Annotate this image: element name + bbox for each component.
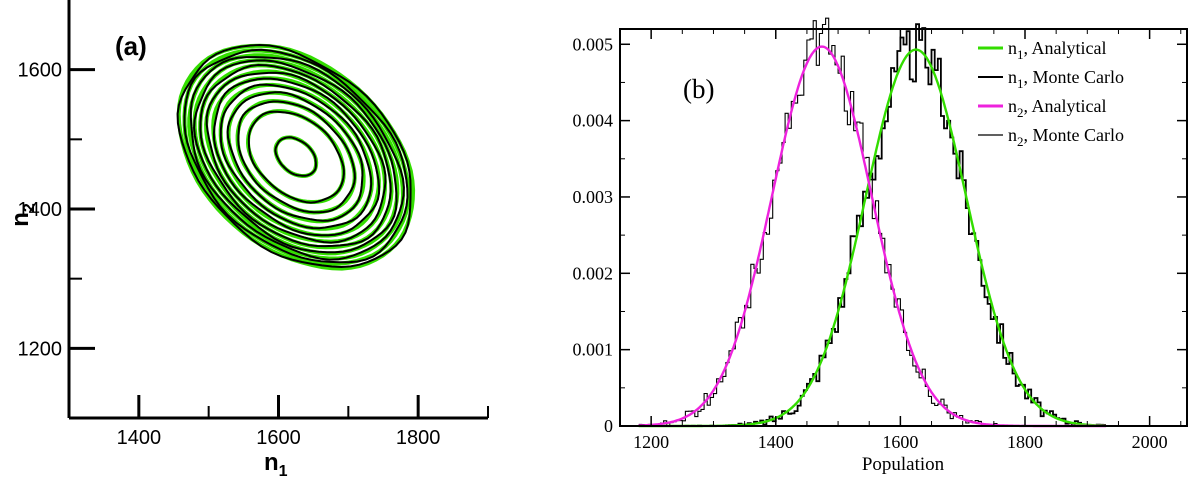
x-tick-label: 1200 [633,432,669,452]
monte-carlo-contour [183,48,409,264]
analytical-contour [273,135,319,178]
analytical-contour [235,98,357,215]
y-tick-label: 0.003 [573,187,614,207]
contour-panel: 1400 1600 1800 1200 1400 1600 (a) n1 n2 [7,0,489,480]
axis-ticks: 1400 1600 1800 1200 1400 1600 [18,60,489,449]
legend-item: n1, Monte Carlo [978,67,1124,91]
monte-carlo-contour [226,91,364,222]
axis-ticks: 1200 1400 1600 1800 2000 0 0.001 0.002 0.003 0.00… [573,29,1187,452]
monte-carlo-contour [237,100,356,214]
y-tick-label: 1400 [18,199,63,221]
y-tick-label: 0.002 [573,263,614,283]
y-tick-label: 0 [604,416,613,436]
x-axis-label: n1 [264,449,288,480]
x-tick-label: 1600 [256,427,301,449]
contour-lines [176,43,416,271]
y-tick-label: 1200 [18,338,63,360]
y-axis-label: n2 [7,203,38,227]
monte-carlo-contour [176,43,412,269]
monte-carlo-contour [274,136,317,177]
y-tick-label: 0.004 [573,111,614,131]
monte-carlo-contour [189,56,405,261]
x-tick-label: 1800 [1007,432,1043,452]
plot-frame [619,28,1188,427]
legend-item: n2, Monte Carlo [978,125,1124,149]
monte-carlo-contour [247,110,345,204]
legend-item: n2, Analytical [978,96,1106,120]
x-axis-label: Population [862,454,945,475]
y-tick-label: 0.005 [573,34,614,54]
y-tick-label: 0.001 [573,340,614,360]
x-tick-label: 1600 [882,432,918,452]
x-tick-label: 1400 [758,432,794,452]
monte-carlo-contour [205,71,387,244]
monte-carlo-contour [193,59,398,254]
y-tick-label: 1600 [18,60,63,82]
legend-label: n1, Analytical [1008,38,1106,62]
density-panel: 1200 1400 1600 1800 2000 0 0.001 0.002 0.003 0.00… [573,17,1188,475]
legend-label: n2, Analytical [1008,96,1106,120]
legend: n1, Analytical n1, Monte Carlo n2, Analyti… [978,38,1124,149]
monte-carlo-contour [219,83,373,230]
x-tick-label: 2000 [1132,432,1168,452]
monte-carlo-contour [199,63,392,248]
legend-item: n1, Analytical [978,38,1106,62]
x-tick-label: 1400 [117,427,162,449]
monte-carlo-contour [212,77,381,237]
legend-label: n1, Monte Carlo [1008,67,1124,91]
panel-label-b: (b) [683,74,714,104]
panel-label-a: (a) [115,31,147,61]
x-tick-label: 1800 [396,427,441,449]
legend-label: n2, Monte Carlo [1008,125,1124,149]
